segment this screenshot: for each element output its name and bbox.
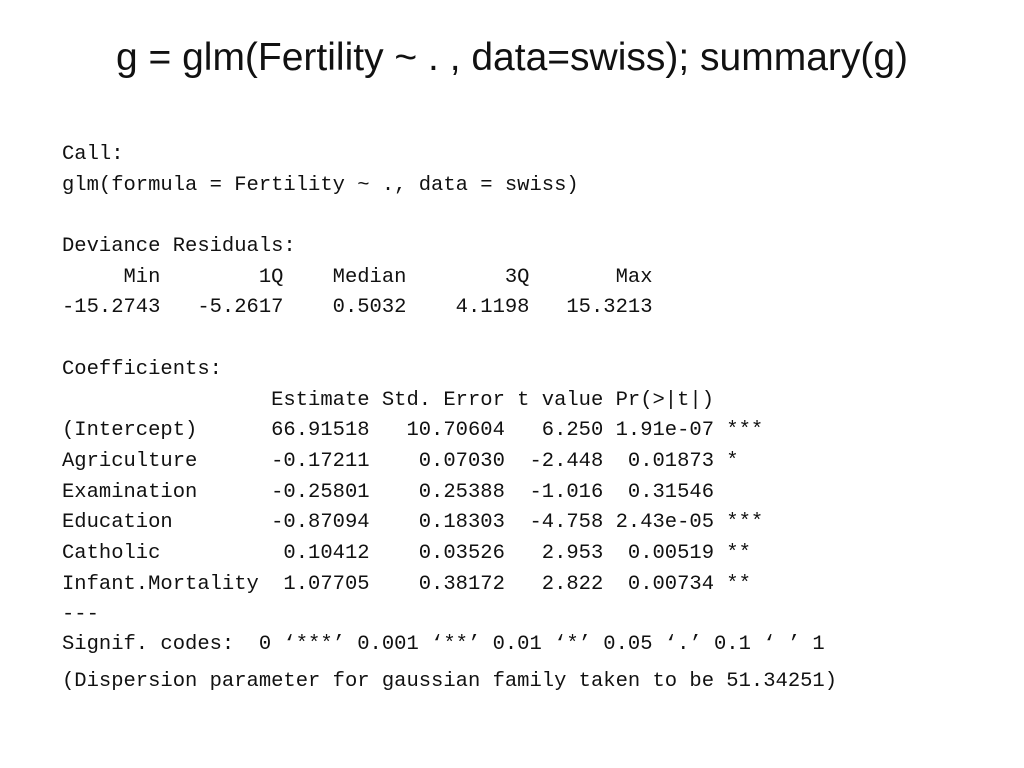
coefficient-row: Agriculture -0.17211 0.07030 -2.448 0.01… xyxy=(62,449,764,473)
coefficients-label: Coefficients: xyxy=(62,357,222,381)
coefficient-row: Examination -0.25801 0.25388 -1.016 0.31… xyxy=(62,480,764,504)
spacer xyxy=(62,324,962,355)
coefficient-row: (Intercept) 66.91518 10.70604 6.250 1.91… xyxy=(62,419,764,443)
separator: --- xyxy=(62,603,99,627)
deviance-header: Min 1Q Median 3Q Max xyxy=(62,265,678,289)
deviance-label: Deviance Residuals: xyxy=(62,235,296,259)
coefficient-row: Catholic 0.10412 0.03526 2.953 0.00519 *… xyxy=(62,541,764,565)
slide-title: g = glm(Fertility ~ . , data=swiss); sum… xyxy=(115,36,909,79)
deviance-values: -15.2743 -5.2617 0.5032 4.1198 15.3213 xyxy=(62,296,678,320)
coefficient-row: Infant.Mortality 1.07705 0.38172 2.822 0… xyxy=(62,572,764,596)
r-console-output: Call: glm(formula = Fertility ~ ., data … xyxy=(62,140,962,693)
coefficients-header: Estimate Std. Error t value Pr(>|t|) xyxy=(62,388,764,412)
spacer xyxy=(62,201,962,232)
dispersion-note: (Dispersion parameter for gaussian famil… xyxy=(62,670,838,693)
call-text: glm(formula = Fertility ~ ., data = swis… xyxy=(62,173,579,197)
call-label: Call: xyxy=(62,143,124,166)
signif-codes: Signif. codes: 0 ‘***’ 0.001 ‘**’ 0.01 ‘… xyxy=(62,633,825,656)
coefficient-row: Education -0.87094 0.18303 -4.758 2.43e-… xyxy=(62,511,764,535)
